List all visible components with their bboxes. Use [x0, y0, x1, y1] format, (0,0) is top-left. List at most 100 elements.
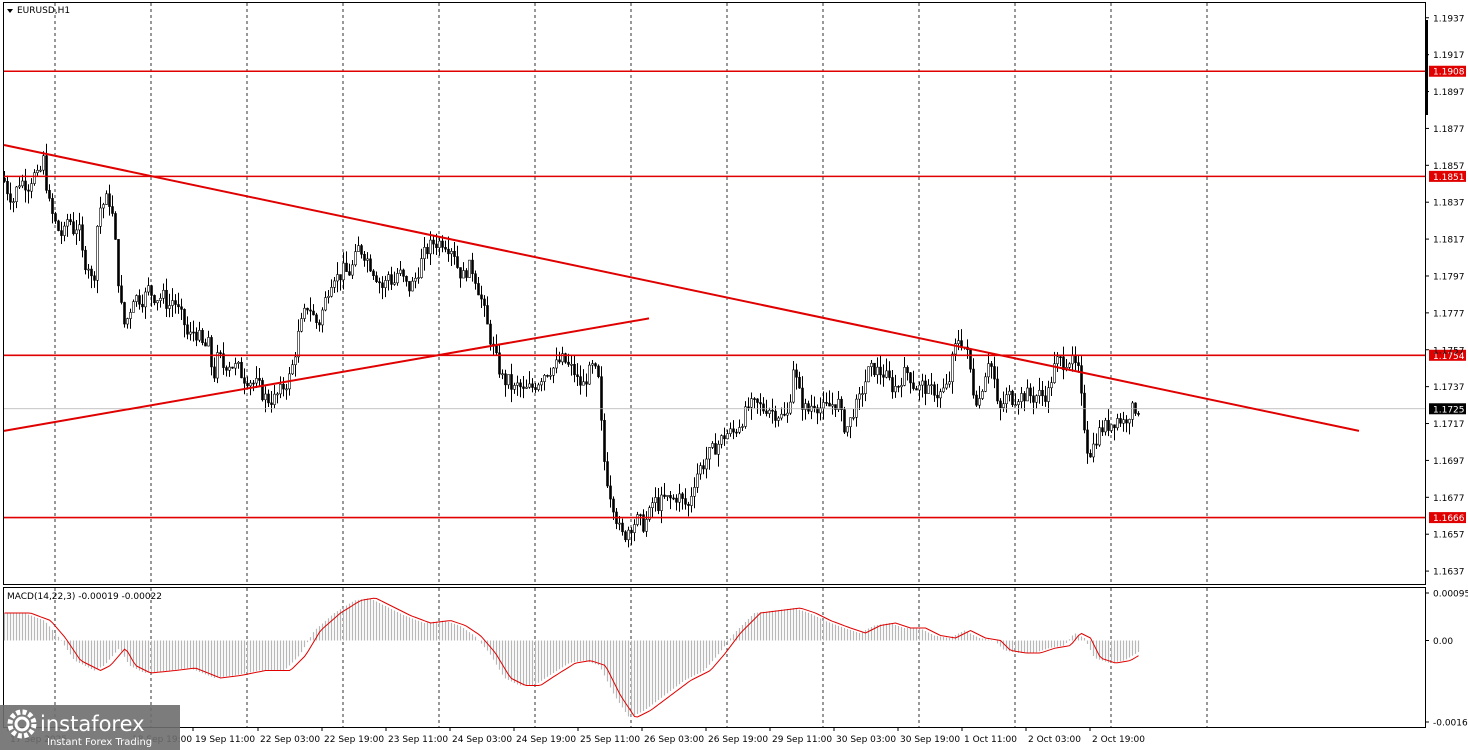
- price-tick-label: 1.1877: [1433, 125, 1465, 135]
- candle: [339, 274, 342, 291]
- candle: [195, 327, 198, 347]
- candle: [36, 164, 39, 176]
- grid-lines: [54, 3, 1208, 727]
- candle: [705, 446, 708, 479]
- candle: [792, 361, 795, 404]
- candle: [777, 416, 780, 427]
- candle: [597, 364, 600, 379]
- level-label-bg: [1429, 512, 1466, 524]
- candle: [726, 430, 729, 440]
- candle: [756, 398, 759, 414]
- candle: [6, 175, 9, 201]
- candle: [951, 351, 954, 394]
- candle: [87, 264, 90, 279]
- price-tick-label: 1.1637: [1433, 568, 1465, 578]
- candle: [192, 320, 195, 342]
- candlestick-series: [3, 143, 1140, 548]
- candle: [711, 441, 714, 450]
- candle: [573, 355, 576, 383]
- candle: [123, 301, 126, 328]
- candle: [576, 363, 579, 386]
- candle: [522, 376, 525, 399]
- candle: [120, 274, 123, 305]
- candle: [93, 271, 96, 288]
- level-label-bg: [1429, 65, 1466, 77]
- candle: [474, 270, 477, 290]
- candle: [408, 281, 411, 297]
- candle: [612, 496, 615, 521]
- candle: [507, 374, 510, 389]
- candle: [687, 501, 690, 517]
- candle: [894, 374, 897, 398]
- candle: [285, 383, 288, 400]
- candle: [801, 376, 804, 421]
- candle: [459, 267, 462, 288]
- level-label-bg: [1429, 170, 1466, 182]
- candle: [897, 385, 900, 393]
- candle: [714, 433, 717, 455]
- candle: [90, 265, 93, 289]
- candle: [96, 225, 99, 294]
- candle: [15, 185, 18, 209]
- candle: [33, 169, 36, 186]
- symbol-label: EURUSD,H1: [17, 6, 70, 16]
- candle: [642, 509, 645, 533]
- candle: [831, 392, 834, 415]
- candle: [258, 367, 261, 386]
- candle: [915, 385, 918, 391]
- candle: [168, 293, 171, 318]
- candle: [105, 190, 108, 205]
- candle: [360, 244, 363, 259]
- candle: [399, 261, 402, 277]
- candle: [1086, 420, 1089, 464]
- price-tick-label: 1.1797: [1433, 272, 1465, 282]
- candle: [246, 376, 249, 390]
- candle: [159, 293, 162, 308]
- candle: [69, 213, 72, 226]
- price-tick-label: 1.1937: [1433, 14, 1465, 24]
- symbol-dropdown-icon[interactable]: [7, 9, 13, 13]
- candle: [462, 262, 465, 279]
- candle: [987, 352, 990, 384]
- candle: [63, 221, 66, 242]
- candle: [147, 277, 150, 296]
- candle: [855, 394, 858, 427]
- candle: [372, 269, 375, 280]
- candle: [75, 220, 78, 245]
- candle: [1128, 418, 1131, 435]
- candle: [828, 390, 831, 407]
- candle: [384, 275, 387, 298]
- candle: [555, 347, 558, 374]
- candle: [426, 243, 429, 259]
- candle: [1044, 385, 1047, 407]
- candle: [933, 381, 936, 402]
- candle: [600, 366, 603, 431]
- price-tick-label: 1.1717: [1433, 420, 1465, 430]
- candle: [387, 271, 390, 291]
- price-tick-label: 1.1837: [1433, 199, 1465, 209]
- candle: [42, 151, 45, 175]
- candle: [234, 357, 237, 376]
- candle: [396, 268, 399, 286]
- macd-tick-label: 0.00095: [1433, 590, 1468, 600]
- candle: [861, 385, 864, 407]
- candle: [807, 400, 810, 415]
- candle: [1041, 381, 1044, 407]
- candle: [312, 304, 315, 316]
- candle: [588, 361, 591, 385]
- candle: [918, 381, 921, 401]
- current-price-label: 1.1725: [1433, 405, 1465, 415]
- candle: [180, 298, 183, 321]
- candle: [12, 197, 15, 213]
- candle: [114, 211, 117, 240]
- candle: [60, 221, 63, 244]
- candle: [381, 276, 384, 300]
- candle: [570, 355, 573, 376]
- candle: [315, 312, 318, 329]
- candle: [639, 513, 642, 526]
- candle: [336, 262, 339, 293]
- candle: [144, 287, 147, 319]
- candle: [237, 360, 240, 369]
- candle: [138, 289, 141, 310]
- candle: [471, 252, 474, 282]
